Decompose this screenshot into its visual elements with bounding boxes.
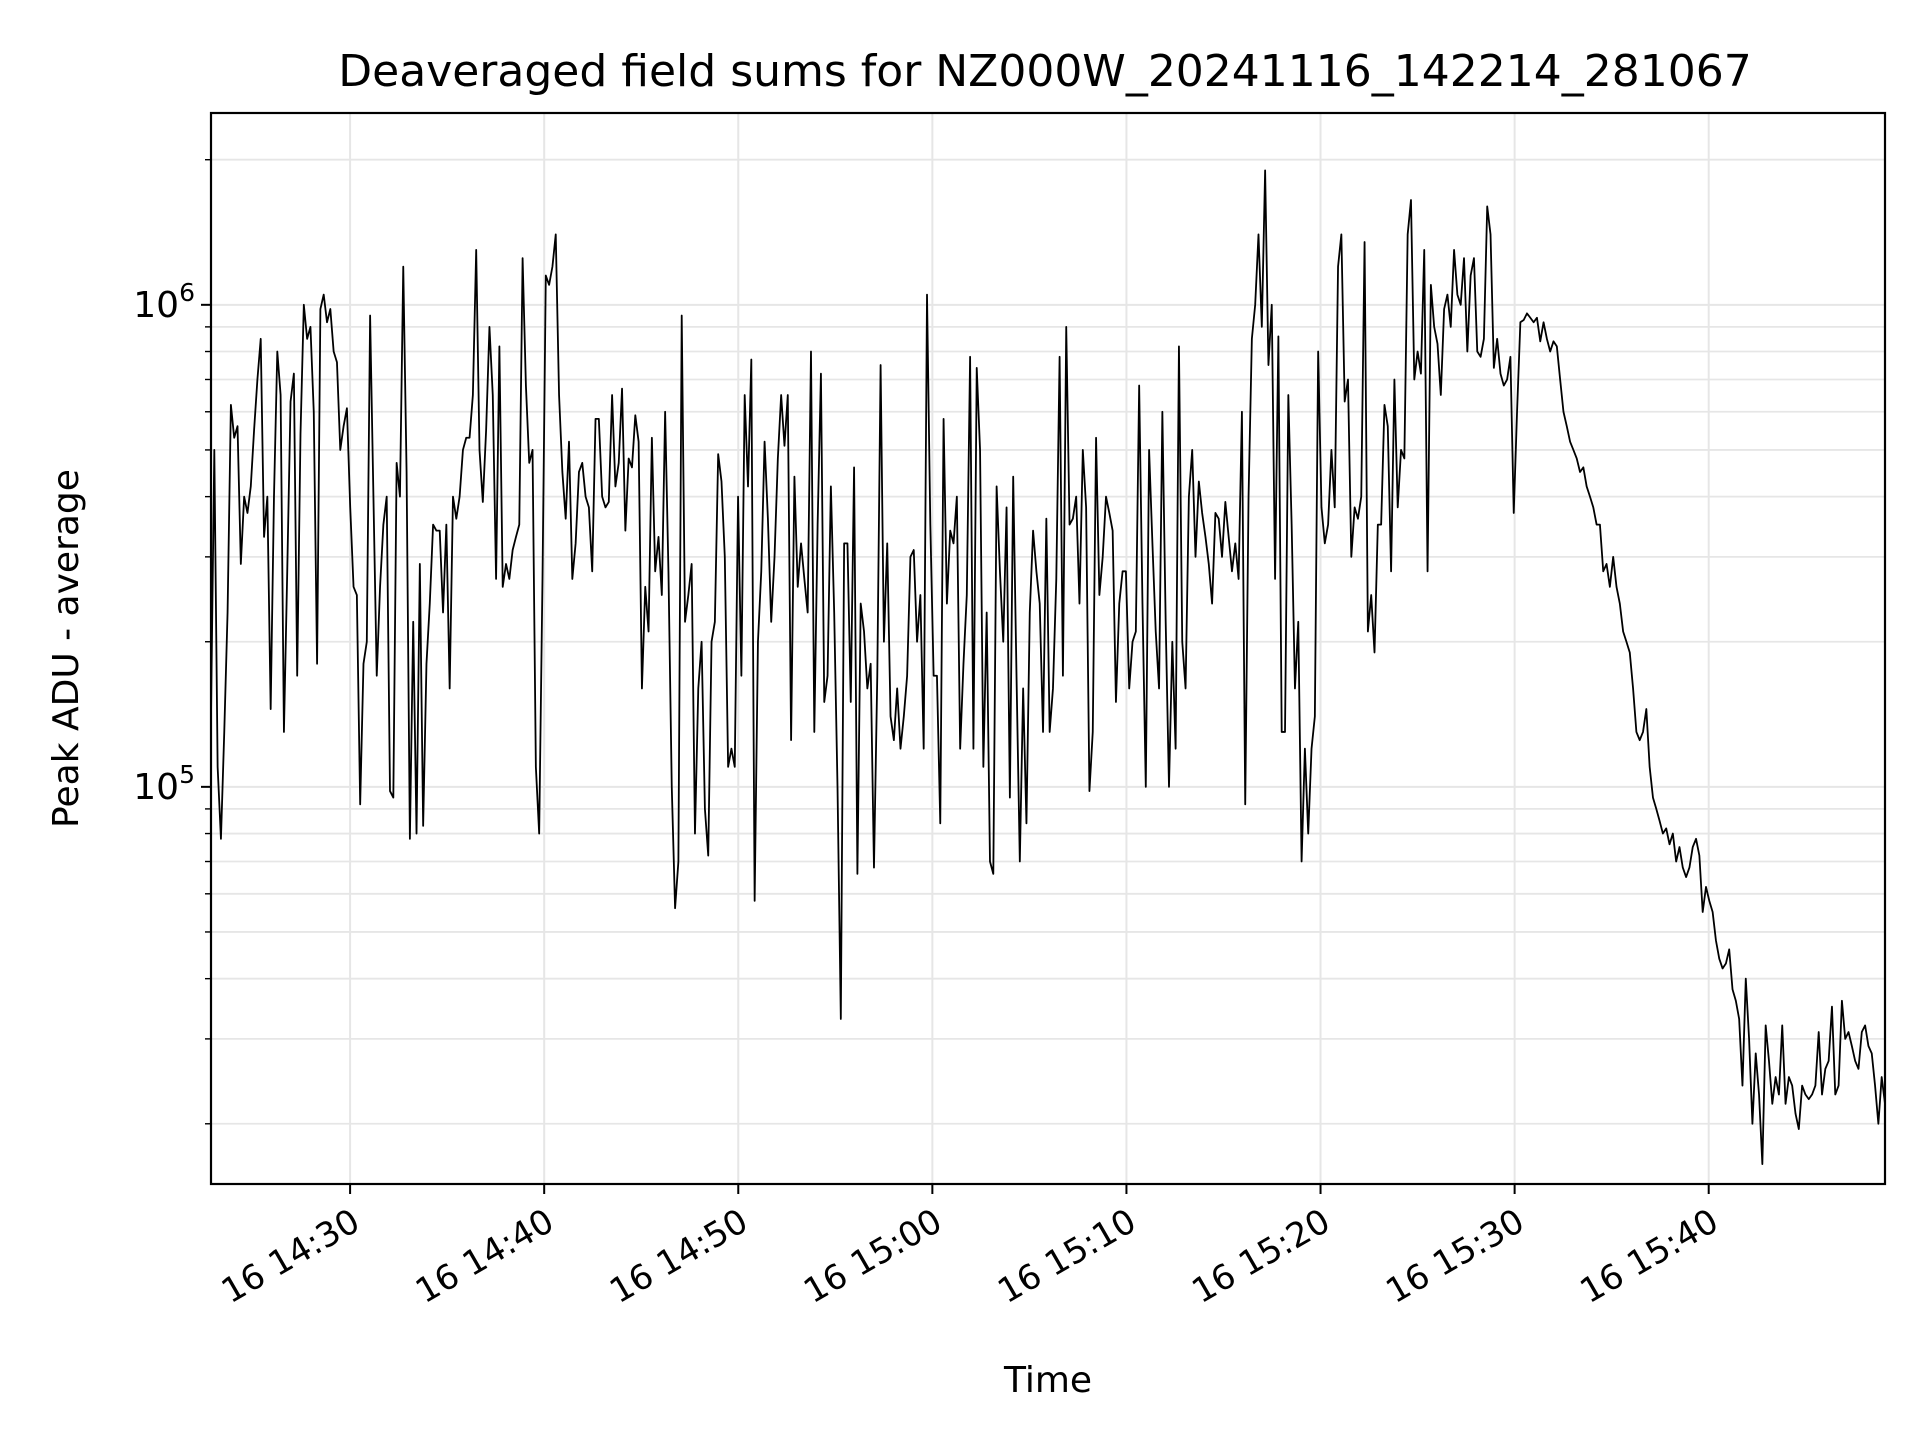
y-axis-label: Peak ADU - average bbox=[46, 469, 87, 828]
plot-area-frame bbox=[209, 111, 1887, 1186]
y-tick-label: 105 bbox=[133, 760, 195, 808]
y-axis-ticks: 105 106 bbox=[133, 159, 211, 1125]
chart-title: Deaveraged field sums for NZ000W_2024111… bbox=[338, 46, 1751, 97]
series-line bbox=[210, 169, 1886, 1165]
x-axis-label: Time bbox=[1003, 1360, 1092, 1401]
y-tick-label: 106 bbox=[133, 278, 195, 326]
